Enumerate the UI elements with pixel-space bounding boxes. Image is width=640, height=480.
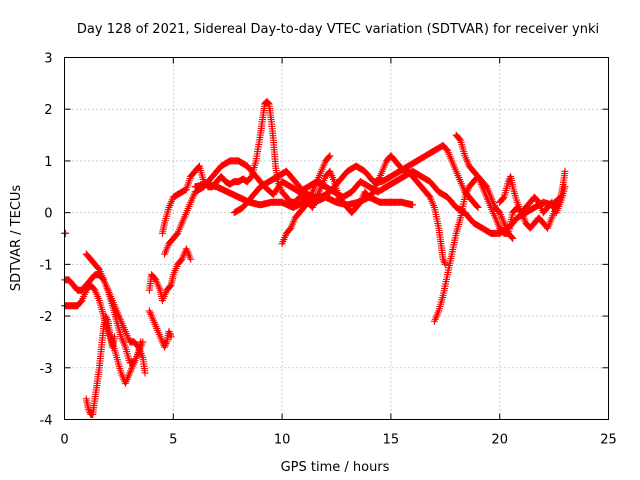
- x-axis-label: GPS time / hours: [281, 460, 390, 475]
- x-tick-label: 0: [60, 433, 68, 448]
- y-tick-label: 3: [44, 52, 52, 67]
- data-point: [103, 314, 111, 322]
- data-point: [177, 256, 185, 264]
- data-point: [499, 194, 507, 202]
- data-point: [147, 310, 155, 318]
- data-point: [90, 285, 98, 293]
- data-point: [456, 135, 464, 143]
- data-point: [495, 208, 503, 216]
- data-point: [167, 333, 175, 341]
- data-point: [77, 298, 85, 306]
- x-tick-label: 25: [600, 433, 617, 448]
- y-tick-label: 2: [44, 103, 52, 118]
- data-point: [303, 199, 311, 207]
- plot-frame: [64, 57, 609, 420]
- data-point: [508, 233, 516, 241]
- data-point: [151, 275, 159, 283]
- y-tick-label: 0: [44, 207, 52, 222]
- data-point: [84, 405, 92, 413]
- data-point: [161, 343, 169, 351]
- data-point: [264, 99, 272, 107]
- data-point: [102, 312, 110, 320]
- data-point: [139, 338, 147, 346]
- y-tick-label: -4: [40, 414, 53, 429]
- y-tick-label: -2: [40, 310, 53, 325]
- data-point: [166, 329, 174, 337]
- x-tick-label: 10: [274, 433, 291, 448]
- data-point: [187, 255, 195, 263]
- data-point: [141, 369, 149, 377]
- data-point: [134, 342, 142, 350]
- data-point: [439, 255, 447, 263]
- data-point: [534, 197, 542, 205]
- data-point: [474, 203, 482, 211]
- data-point: [264, 98, 272, 106]
- chart-title: Day 128 of 2021, Sidereal Day-to-day VTE…: [77, 22, 599, 37]
- data-point: [326, 152, 334, 160]
- data-point: [473, 202, 481, 210]
- data-point: [166, 282, 174, 290]
- grid: [64, 57, 609, 420]
- data-point: [247, 173, 255, 181]
- data-point: [173, 230, 181, 238]
- x-tick-label: 15: [383, 433, 400, 448]
- data-point: [473, 171, 481, 179]
- data-point: [161, 341, 169, 349]
- y-tick-label: 1: [44, 155, 52, 170]
- data-point: [166, 331, 174, 339]
- data-point: [561, 183, 569, 191]
- data-points: [61, 97, 569, 418]
- data-point: [561, 167, 569, 175]
- data-point: [425, 192, 433, 200]
- y-axis-label: SDTVAR / TECUs: [9, 185, 24, 292]
- data-point: [111, 333, 119, 341]
- y-tick-label: -3: [40, 362, 53, 377]
- data-point: [443, 146, 451, 154]
- data-point: [509, 235, 517, 242]
- y-tick-label: -1: [40, 258, 53, 273]
- data-point: [441, 259, 449, 267]
- data-point: [409, 201, 417, 209]
- data-point: [165, 328, 173, 336]
- x-tick-label: 20: [491, 433, 508, 448]
- data-point: [286, 225, 294, 233]
- data-point: [62, 229, 70, 237]
- data-point: [325, 153, 333, 161]
- data-point: [146, 309, 154, 317]
- x-tick-label: 5: [169, 433, 177, 448]
- data-point: [94, 264, 102, 272]
- data-point: [441, 260, 449, 268]
- data-point: [145, 307, 153, 315]
- data-point: [440, 257, 448, 265]
- data-point: [103, 316, 111, 324]
- axis-ticks: 0 5 10 15 20 25 -4 -3 -2 -1 0 1 2 3: [40, 52, 617, 448]
- data-point: [162, 340, 170, 348]
